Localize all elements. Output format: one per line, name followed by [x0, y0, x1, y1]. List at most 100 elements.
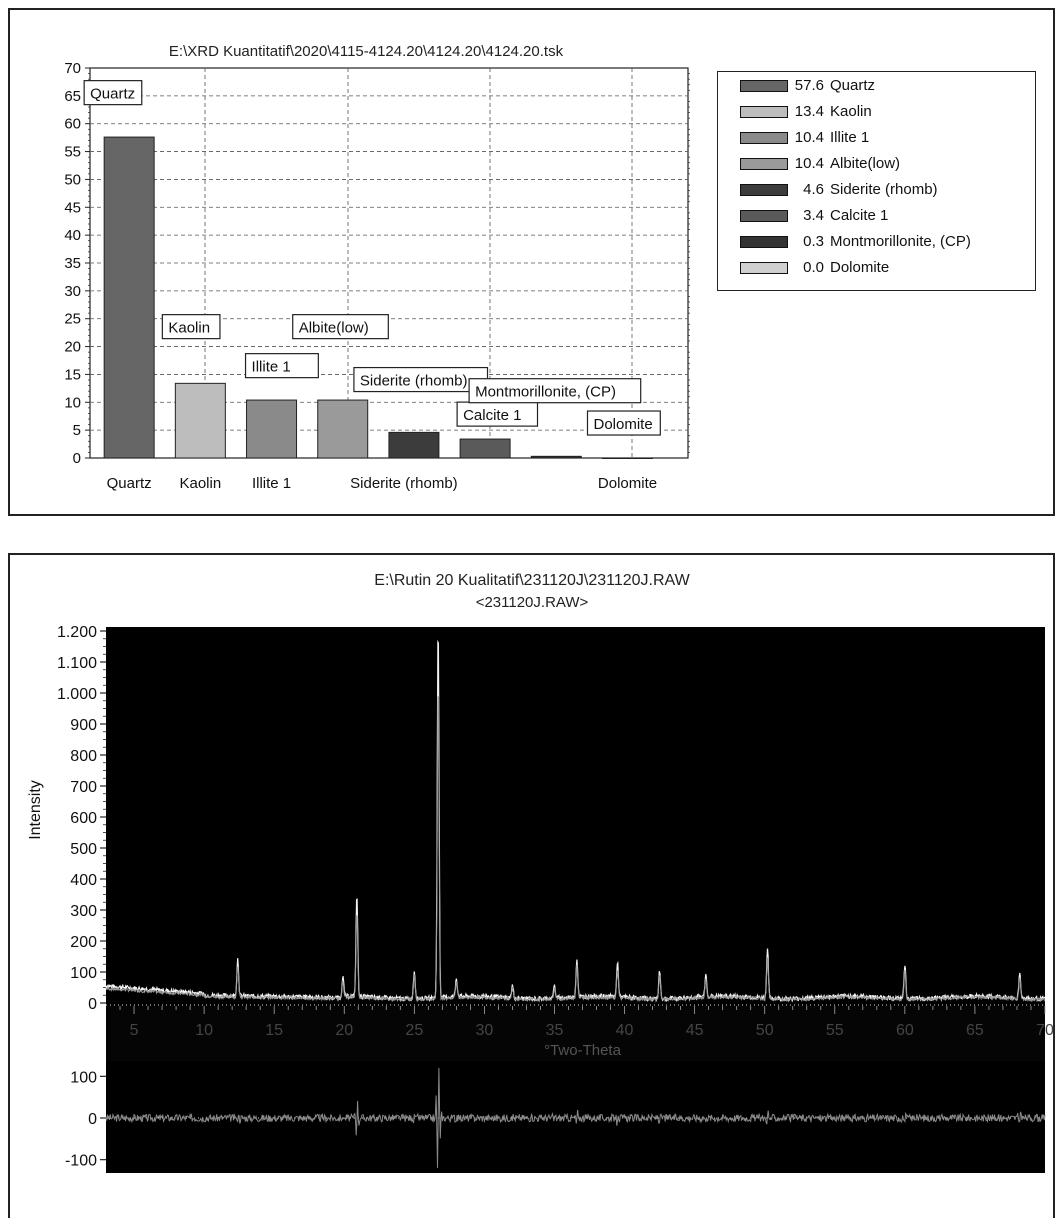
xrd-ytick-label: 0 [88, 996, 97, 1013]
xrd-ytick-label: 1.000 [57, 686, 97, 703]
bar-xtick-label: Quartz [107, 475, 152, 492]
xrd-ytick-label: 300 [70, 903, 97, 920]
xrd-xtick-label: 70 [1036, 1022, 1054, 1039]
diff-ytick-label: -100 [65, 1153, 97, 1170]
xrd-ytick-label: 100 [70, 965, 97, 982]
bar-label-box [353, 366, 489, 393]
bar-ytick-label: 0 [73, 450, 81, 467]
xrd-ytick-label: 400 [70, 872, 97, 889]
xrd-xlabel: °Two-Theta [544, 1042, 622, 1059]
bar-ytick-label: 70 [64, 60, 81, 77]
legend-name: Kaolin [830, 103, 872, 120]
legend-value: 57.6 [794, 77, 824, 94]
bar-ytick-label: 10 [64, 394, 81, 411]
bar-label: Dolomite [593, 416, 652, 433]
legend-name: Illite 1 [830, 129, 870, 146]
bar-label-box [586, 410, 661, 436]
bar-label: Siderite (rhomb) [360, 373, 468, 390]
xrd-ytick-label: 200 [70, 934, 97, 951]
diff-ytick-label: 100 [70, 1069, 97, 1086]
legend-value: 4.6 [803, 181, 824, 198]
bar-label: Quartz [90, 86, 135, 103]
bar-ytick-label: 30 [64, 283, 81, 300]
legend-swatch [740, 158, 788, 170]
xrd-ytick-label: 1.200 [57, 624, 97, 641]
xrd-ytick-label: 600 [70, 810, 97, 827]
bar-label-box [292, 314, 389, 340]
xrd-xtick-label: 60 [896, 1022, 914, 1039]
bar-ytick-label: 40 [64, 227, 81, 244]
legend-entry: 57.6 Quartz [718, 76, 1035, 98]
legend-entry: 3.4 Calcite 1 [718, 206, 1035, 228]
bar-xtick-label: Kaolin [179, 475, 221, 492]
bar-5 [388, 431, 440, 459]
bar-label-box [456, 401, 539, 427]
legend-entry: 4.6 Siderite (rhomb) [718, 180, 1035, 202]
bar-label: Illite 1 [252, 359, 291, 376]
bar-label-box [244, 353, 319, 379]
legend-swatch [740, 210, 788, 222]
bar-label-box [83, 80, 143, 106]
bar-3 [246, 399, 298, 459]
bar-ytick-label: 55 [64, 144, 81, 161]
bar-6 [459, 438, 511, 459]
legend-name: Quartz [830, 77, 876, 94]
xrd-ytick-label: 1.100 [57, 655, 97, 672]
xrd-xtick-label: 30 [476, 1022, 494, 1039]
legend-name: Dolomite [830, 259, 890, 276]
legend-name: Calcite 1 [830, 207, 889, 224]
legend-name: Albite(low) [830, 155, 901, 172]
bar-ytick-label: 15 [64, 366, 81, 383]
xrd-ylabel: Intensity [27, 780, 44, 840]
legend-value: 10.4 [794, 129, 824, 146]
bar-ytick-label: 50 [64, 171, 81, 188]
xrd-xtick-label: 45 [686, 1022, 704, 1039]
difference-line [105, 1067, 1046, 1169]
bar-chart: E:\XRD Kuantitatif\2020\4115-4124.20\412… [64, 43, 690, 492]
xrd-xtick-label: 5 [130, 1022, 139, 1039]
bar-chart-title: E:\XRD Kuantitatif\2020\4115-4124.20\412… [169, 43, 564, 60]
bar-chart-legend: 57.6 Quartz 13.4 Kaolin 10.4 Illite 1 10.4 Albi… [717, 71, 1036, 291]
bar-ytick-label: 25 [64, 311, 81, 328]
bar-label: Kaolin [168, 320, 210, 337]
legend-entry: 0.0 Dolomite [718, 258, 1035, 280]
bar-ytick-label: 60 [64, 116, 81, 133]
legend-name: Montmorillonite, (CP) [830, 233, 971, 250]
bar-ytick-label: 45 [64, 199, 81, 216]
quantitative-panel: E:\XRD Kuantitatif\2020\4115-4124.20\412… [8, 8, 1055, 516]
legend-swatch [740, 262, 788, 274]
bar-ytick-label: 5 [73, 422, 81, 439]
xrd-ytick-label: 900 [70, 717, 97, 734]
bar-label-box [468, 378, 642, 404]
legend-value: 0.0 [803, 259, 824, 276]
xrd-xtick-label: 35 [546, 1022, 564, 1039]
xrd-xtick-label: 40 [616, 1022, 634, 1039]
diffraction-subtitle: <231120J.RAW> [476, 594, 589, 611]
legend-entry: 0.3 Montmorillonite, (CP) [718, 232, 1035, 254]
bar-8 [601, 457, 653, 459]
xrd-xtick-label: 10 [195, 1022, 213, 1039]
diffraction-panel: E:\Rutin 20 Kualitatif\231120J\231120J.R… [8, 553, 1055, 1218]
bar-xtick-label: Siderite (rhomb) [350, 475, 458, 492]
legend-entry: 13.4 Kaolin [718, 102, 1035, 124]
bar-xtick-label: Dolomite [598, 475, 657, 492]
legend-swatch [740, 132, 788, 144]
bar-4 [317, 399, 369, 459]
bar-ytick-label: 20 [64, 339, 81, 356]
legend-value: 0.3 [803, 233, 824, 250]
bar-label: Calcite 1 [463, 407, 521, 424]
legend-entry: 10.4 Albite(low) [718, 154, 1035, 176]
bar-7 [530, 455, 582, 459]
legend-value: 3.4 [803, 207, 824, 224]
diffraction-title: E:\Rutin 20 Kualitatif\231120J\231120J.R… [374, 572, 690, 589]
legend-swatch [740, 184, 788, 196]
xrd-ytick-label: 700 [70, 779, 97, 796]
bar-ytick-label: 35 [64, 255, 81, 272]
xrd-xtick-label: 50 [756, 1022, 774, 1039]
bar-2 [174, 382, 226, 459]
xrd-xtick-label: 15 [265, 1022, 283, 1039]
two-theta-axis-band [106, 1006, 1045, 1064]
xrd-ytick-label: 500 [70, 841, 97, 858]
xrd-xtick-label: 65 [966, 1022, 984, 1039]
diffraction-plot-area [106, 627, 1045, 1006]
